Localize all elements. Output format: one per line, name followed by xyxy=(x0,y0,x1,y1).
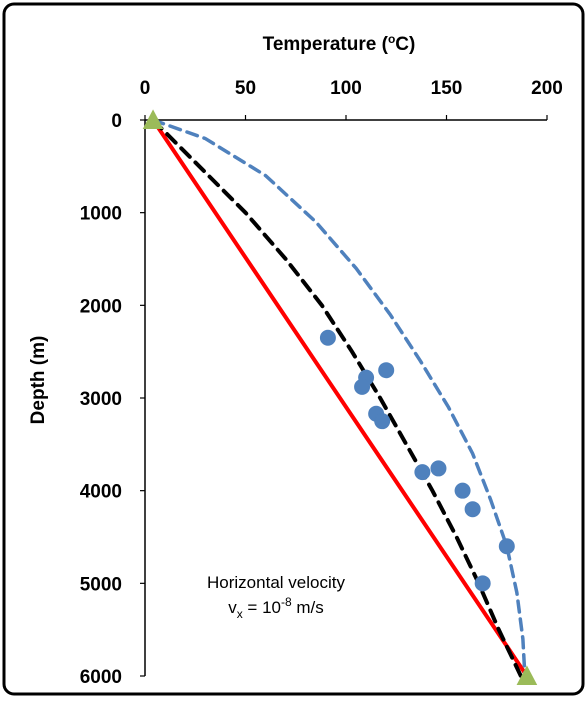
y-tick-label-5000: 5000 xyxy=(80,574,122,595)
x-tick-label-0: 0 xyxy=(140,78,151,99)
boundary-triangle-2 xyxy=(516,665,538,686)
annotation-velocity-subscript: x xyxy=(237,607,243,621)
annotation-unit: m/s xyxy=(292,598,324,617)
data-point-12 xyxy=(474,575,491,592)
data-point-7 xyxy=(414,464,431,481)
annotation-line-2: vx = 10-8 m/s xyxy=(228,595,324,621)
y-axis-label: Depth (m) xyxy=(28,336,49,425)
data-point-10 xyxy=(464,501,481,518)
x-tick-label-200: 200 xyxy=(531,78,563,99)
y-tick-label-6000: 6000 xyxy=(80,667,122,688)
y-tick-label-3000: 3000 xyxy=(80,389,122,410)
red-linear-profile xyxy=(151,118,529,678)
data-point-11 xyxy=(498,538,515,555)
y-tick-label-4000: 4000 xyxy=(80,482,122,503)
y-tick-label-2000: 2000 xyxy=(80,296,122,317)
boundary-triangle-1 xyxy=(142,109,164,130)
x-axis-label-sup: o xyxy=(388,32,395,46)
data-point-4 xyxy=(354,378,371,395)
blue-dashed-profile xyxy=(151,118,527,678)
x-axis-label-end: C) xyxy=(395,34,415,55)
x-axis-label-main: Temperature ( xyxy=(263,34,389,55)
data-point-6 xyxy=(374,413,391,430)
annotation-exponent: -8 xyxy=(281,595,292,609)
data-point-2 xyxy=(378,362,395,379)
data-point-8 xyxy=(430,460,447,477)
annotation-equals-base: = 10 xyxy=(243,598,281,617)
x-tick-label-100: 100 xyxy=(330,78,362,99)
annotation-velocity-symbol: v xyxy=(228,598,237,617)
y-tick-label-0: 0 xyxy=(111,111,122,132)
data-point-9 xyxy=(454,482,471,499)
x-tick-label-150: 150 xyxy=(431,78,463,99)
y-tick-label-1000: 1000 xyxy=(80,204,122,225)
data-point-1 xyxy=(319,329,336,346)
x-axis-label: Temperature (oC) xyxy=(263,32,416,55)
x-tick-label-50: 50 xyxy=(235,78,256,99)
annotation-line-1: Horizontal velocity xyxy=(207,573,345,592)
